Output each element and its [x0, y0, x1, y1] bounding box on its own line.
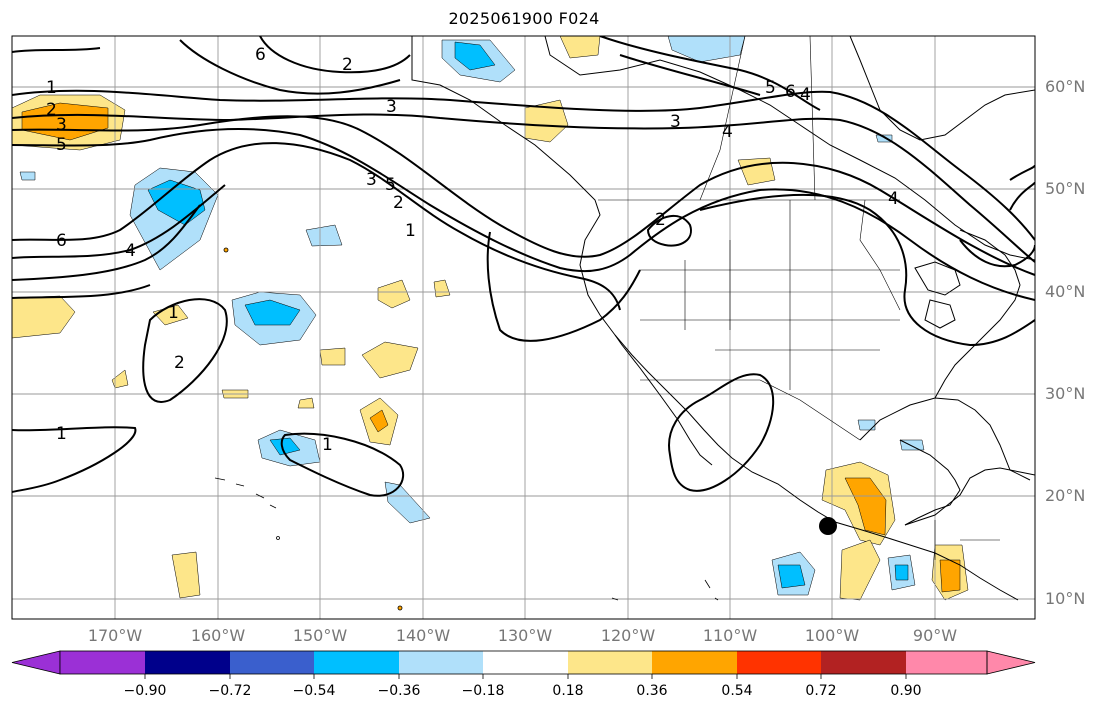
- lat-label: 10°N: [1045, 589, 1086, 608]
- lat-label: 60°N: [1045, 77, 1086, 96]
- colorbar-bin: [906, 651, 987, 674]
- contour-label: 2: [342, 55, 353, 75]
- contour-label: 6: [56, 231, 67, 251]
- lat-label: 30°N: [1045, 384, 1086, 403]
- contour-label: 2: [174, 353, 185, 373]
- colorbar-bin: [652, 651, 737, 674]
- lon-label: 130°W: [497, 626, 553, 645]
- map-title: 2025061900 F024: [448, 9, 600, 28]
- contour-label: 6: [255, 45, 266, 65]
- shaded-anomalies: [12, 36, 969, 601]
- contour-label: 5: [765, 78, 776, 98]
- colorbar-tick-label: 0.90: [890, 683, 922, 699]
- black-dot-marker: [819, 517, 837, 535]
- lat-label: 40°N: [1045, 282, 1086, 301]
- colorbar-tick-label: −0.18: [461, 683, 505, 699]
- contour-label: 4: [722, 122, 733, 142]
- colorbar-tick-label: −0.36: [377, 683, 421, 699]
- colorbar-bin: [145, 651, 230, 674]
- coastlines: [411, 36, 1035, 601]
- lon-label: 100°W: [804, 626, 860, 645]
- lon-label: 90°W: [912, 626, 958, 645]
- contour-label: 5: [56, 135, 67, 155]
- colorbar-bin: [821, 651, 906, 674]
- colorbar-bin: [483, 651, 568, 674]
- contour-label: 2: [393, 193, 404, 213]
- contour-label: 4: [125, 241, 136, 261]
- contour-label: 4: [888, 189, 899, 209]
- contour-label: 3: [386, 97, 397, 117]
- contour-label: 1: [168, 303, 179, 323]
- contour-label: 1: [56, 424, 67, 444]
- colorbar-tick-label: −0.72: [208, 683, 252, 699]
- lon-label: 140°W: [395, 626, 451, 645]
- lon-label: 170°W: [87, 626, 143, 645]
- lon-label: 110°W: [702, 626, 758, 645]
- colorbar-tick-label: 0.54: [721, 683, 753, 699]
- lat-label: 50°N: [1045, 179, 1086, 198]
- contour-lines: [12, 36, 1035, 497]
- colorbar-bin: [314, 651, 399, 674]
- colorbar-tick-label: 0.72: [805, 683, 837, 699]
- contour-label: 1: [46, 78, 57, 98]
- colorbar-bin: [399, 651, 483, 674]
- colorbar-bin: [230, 651, 314, 674]
- colorbar-bin: [737, 651, 821, 674]
- contour-label: 2: [46, 100, 57, 120]
- contour-label: 3: [670, 112, 681, 132]
- lat-label: 20°N: [1045, 486, 1086, 505]
- colorbar-bin: [60, 651, 145, 674]
- contour-label: 4: [800, 85, 811, 105]
- graticule: [12, 36, 1035, 619]
- lon-label: 150°W: [292, 626, 348, 645]
- lon-label: 120°W: [600, 626, 656, 645]
- contour-label-group: 1 2 3 5 6 4 2 3 4 6 3 4 5 1 2 1 2 1 4 2 …: [46, 45, 899, 455]
- contour-label: 1: [405, 221, 416, 241]
- contour-label: 1: [322, 435, 333, 455]
- contour-label: 3: [56, 115, 67, 135]
- colorbar-bin: [568, 651, 652, 674]
- colorbar-tick-label: 0.18: [552, 683, 584, 699]
- colorbar-over-arrow: [986, 650, 1036, 675]
- colorbar: [11, 650, 1036, 679]
- contour-label: 2: [655, 210, 666, 230]
- colorbar-tick-label: −0.54: [292, 683, 336, 699]
- contour-label: 3: [366, 170, 377, 190]
- colorbar-under-arrow: [11, 650, 61, 675]
- contour-label: 6: [785, 82, 796, 102]
- islands: [214, 247, 719, 611]
- lon-label: 160°W: [190, 626, 246, 645]
- colorbar-tick-label: 0.36: [636, 683, 668, 699]
- colorbar-tick-label: −0.90: [123, 683, 167, 699]
- contour-label: 5: [385, 175, 396, 195]
